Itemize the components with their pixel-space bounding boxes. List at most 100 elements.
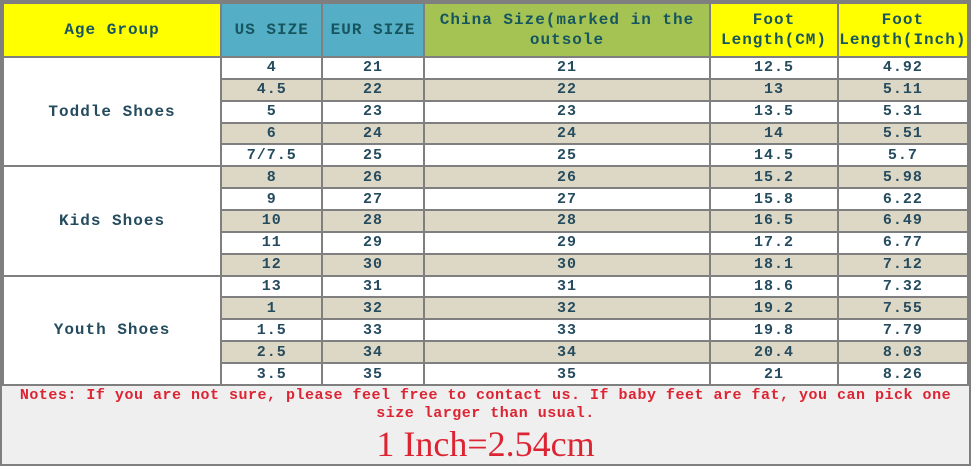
china-size-cell: 25 [422, 143, 712, 168]
table-row: 9 27 27 15.8 6.22 [3, 187, 969, 212]
eur-size-cell: 21 [321, 56, 425, 80]
foot-length-cm-cell: 14 [709, 121, 839, 146]
table-row: Toddle Shoes 4 21 21 12.5 4.92 [2, 55, 969, 168]
eur-size-cell: 22 [321, 77, 425, 102]
foot-length-inch-cell: 5.98 [836, 165, 969, 190]
us-size-cell: 3.5 [220, 362, 324, 386]
foot-length-inch-cell: 7.55 [836, 296, 969, 321]
table-row: 3.5 35 35 21 8.26 [3, 362, 969, 386]
us-size-cell: 12 [220, 252, 324, 277]
inch-conversion-text: 1 Inch=2.54cm [376, 424, 595, 464]
notes-text: Notes: If you are not sure, please feel … [19, 387, 952, 422]
foot-length-cm-cell: 15.8 [709, 187, 839, 212]
eur-size-cell: 35 [321, 362, 425, 386]
table-row: 10 28 28 16.5 6.49 [3, 209, 969, 233]
header-china-size: China Size(marked in the outsole [422, 2, 712, 58]
eur-size-cell: 29 [321, 230, 425, 255]
foot-length-cm-cell: 18.1 [709, 252, 839, 277]
china-size-cell: 31 [422, 274, 712, 299]
eur-size-cell: 34 [321, 340, 425, 365]
header-foot-cm: Foot Length(CM) [709, 2, 839, 58]
eur-size-cell: 31 [321, 274, 425, 299]
foot-length-cm-cell: 19.8 [709, 318, 839, 343]
table-body: Toddle Shoes 4 21 21 12.5 4.92 4.5 22 22 13 5.11 5 2… [2, 55, 969, 387]
us-size-cell: 1.5 [220, 318, 324, 343]
us-size-cell: 8 [220, 165, 324, 190]
foot-length-inch-cell: 5.11 [836, 77, 969, 102]
foot-length-cm-cell: 16.5 [709, 209, 839, 233]
china-size-cell: 27 [422, 187, 712, 212]
us-size-cell: 2.5 [220, 340, 324, 365]
eur-size-cell: 26 [321, 165, 425, 190]
china-size-cell: 22 [422, 77, 712, 102]
shoe-size-table: Age Group US SIZE EUR SIZE China Size(ma… [2, 2, 969, 387]
us-size-cell: 10 [220, 209, 324, 233]
foot-length-cm-cell: 21 [709, 362, 839, 386]
table-row: 2.5 34 34 20.4 8.03 [3, 340, 969, 365]
china-size-cell: 33 [422, 318, 712, 343]
table-row: Kids Shoes 8 26 26 15.2 5.98 [2, 165, 969, 277]
table-header: Age Group US SIZE EUR SIZE China Size(ma… [2, 2, 969, 58]
china-size-cell: 26 [422, 165, 712, 190]
us-size-cell: 4 [220, 56, 324, 80]
foot-length-cm-cell: 15.2 [709, 165, 839, 190]
eur-size-cell: 27 [321, 187, 425, 212]
us-size-cell: 6 [220, 121, 324, 146]
header-eur-size: EUR SIZE [321, 2, 425, 58]
china-size-cell: 28 [422, 209, 712, 233]
china-size-cell: 21 [422, 56, 712, 80]
us-size-cell: 11 [220, 230, 324, 255]
eur-size-cell: 23 [321, 99, 425, 124]
foot-length-inch-cell: 7.79 [836, 318, 969, 343]
table-row: 1 32 32 19.2 7.55 [3, 296, 969, 321]
foot-length-cm-cell: 12.5 [709, 56, 839, 80]
us-size-cell: 5 [220, 99, 324, 124]
us-size-cell: 1 [220, 296, 324, 321]
foot-length-inch-cell: 6.49 [836, 209, 969, 233]
table-row: 5 23 23 13.5 5.31 [3, 99, 969, 124]
age-group-cell: Kids Shoes [2, 165, 223, 277]
us-size-cell: 13 [220, 274, 324, 299]
eur-size-cell: 33 [321, 318, 425, 343]
us-size-cell: 9 [220, 187, 324, 212]
table-row: 4.5 22 22 13 5.11 [3, 77, 969, 102]
eur-size-cell: 24 [321, 121, 425, 146]
us-size-cell: 4.5 [220, 77, 324, 102]
foot-length-inch-cell: 7.12 [836, 252, 969, 277]
eur-size-cell: 30 [321, 252, 425, 277]
age-group-cell: Youth Shoes [2, 274, 223, 387]
foot-length-cm-cell: 18.6 [709, 274, 839, 299]
foot-length-inch-cell: 6.22 [836, 187, 969, 212]
us-size-cell: 7/7.5 [220, 143, 324, 168]
header-age-group: Age Group [2, 2, 223, 58]
china-size-cell: 24 [422, 121, 712, 146]
foot-length-inch-cell: 4.92 [836, 56, 969, 80]
table-row: 12 30 30 18.1 7.12 [3, 252, 969, 277]
foot-length-cm-cell: 20.4 [709, 340, 839, 365]
table-row: 11 29 29 17.2 6.77 [3, 230, 969, 255]
china-size-cell: 35 [422, 362, 712, 386]
table-row: 1.5 33 33 19.8 7.79 [3, 318, 969, 343]
foot-length-inch-cell: 6.77 [836, 230, 969, 255]
china-size-cell: 32 [422, 296, 712, 321]
foot-length-cm-cell: 13.5 [709, 99, 839, 124]
foot-length-cm-cell: 19.2 [709, 296, 839, 321]
eur-size-cell: 28 [321, 209, 425, 233]
foot-length-inch-cell: 5.7 [836, 143, 969, 168]
header-row: Age Group US SIZE EUR SIZE China Size(ma… [2, 2, 969, 58]
foot-length-inch-cell: 7.32 [836, 274, 969, 299]
foot-length-inch-cell: 8.26 [836, 362, 969, 386]
table-row: Youth Shoes 13 31 31 18.6 7.32 [2, 274, 969, 387]
eur-size-cell: 25 [321, 143, 425, 168]
foot-length-inch-cell: 8.03 [836, 340, 969, 365]
china-size-cell: 29 [422, 230, 712, 255]
foot-length-cm-cell: 13 [709, 77, 839, 102]
table-row: 7/7.5 25 25 14.5 5.7 [3, 143, 969, 168]
foot-length-inch-cell: 5.51 [836, 121, 969, 146]
china-size-cell: 30 [422, 252, 712, 277]
table-row: 6 24 24 14 5.51 [3, 121, 969, 146]
header-foot-inch: Foot Length(Inch) [836, 2, 969, 58]
foot-length-inch-cell: 5.31 [836, 99, 969, 124]
china-size-cell: 34 [422, 340, 712, 365]
